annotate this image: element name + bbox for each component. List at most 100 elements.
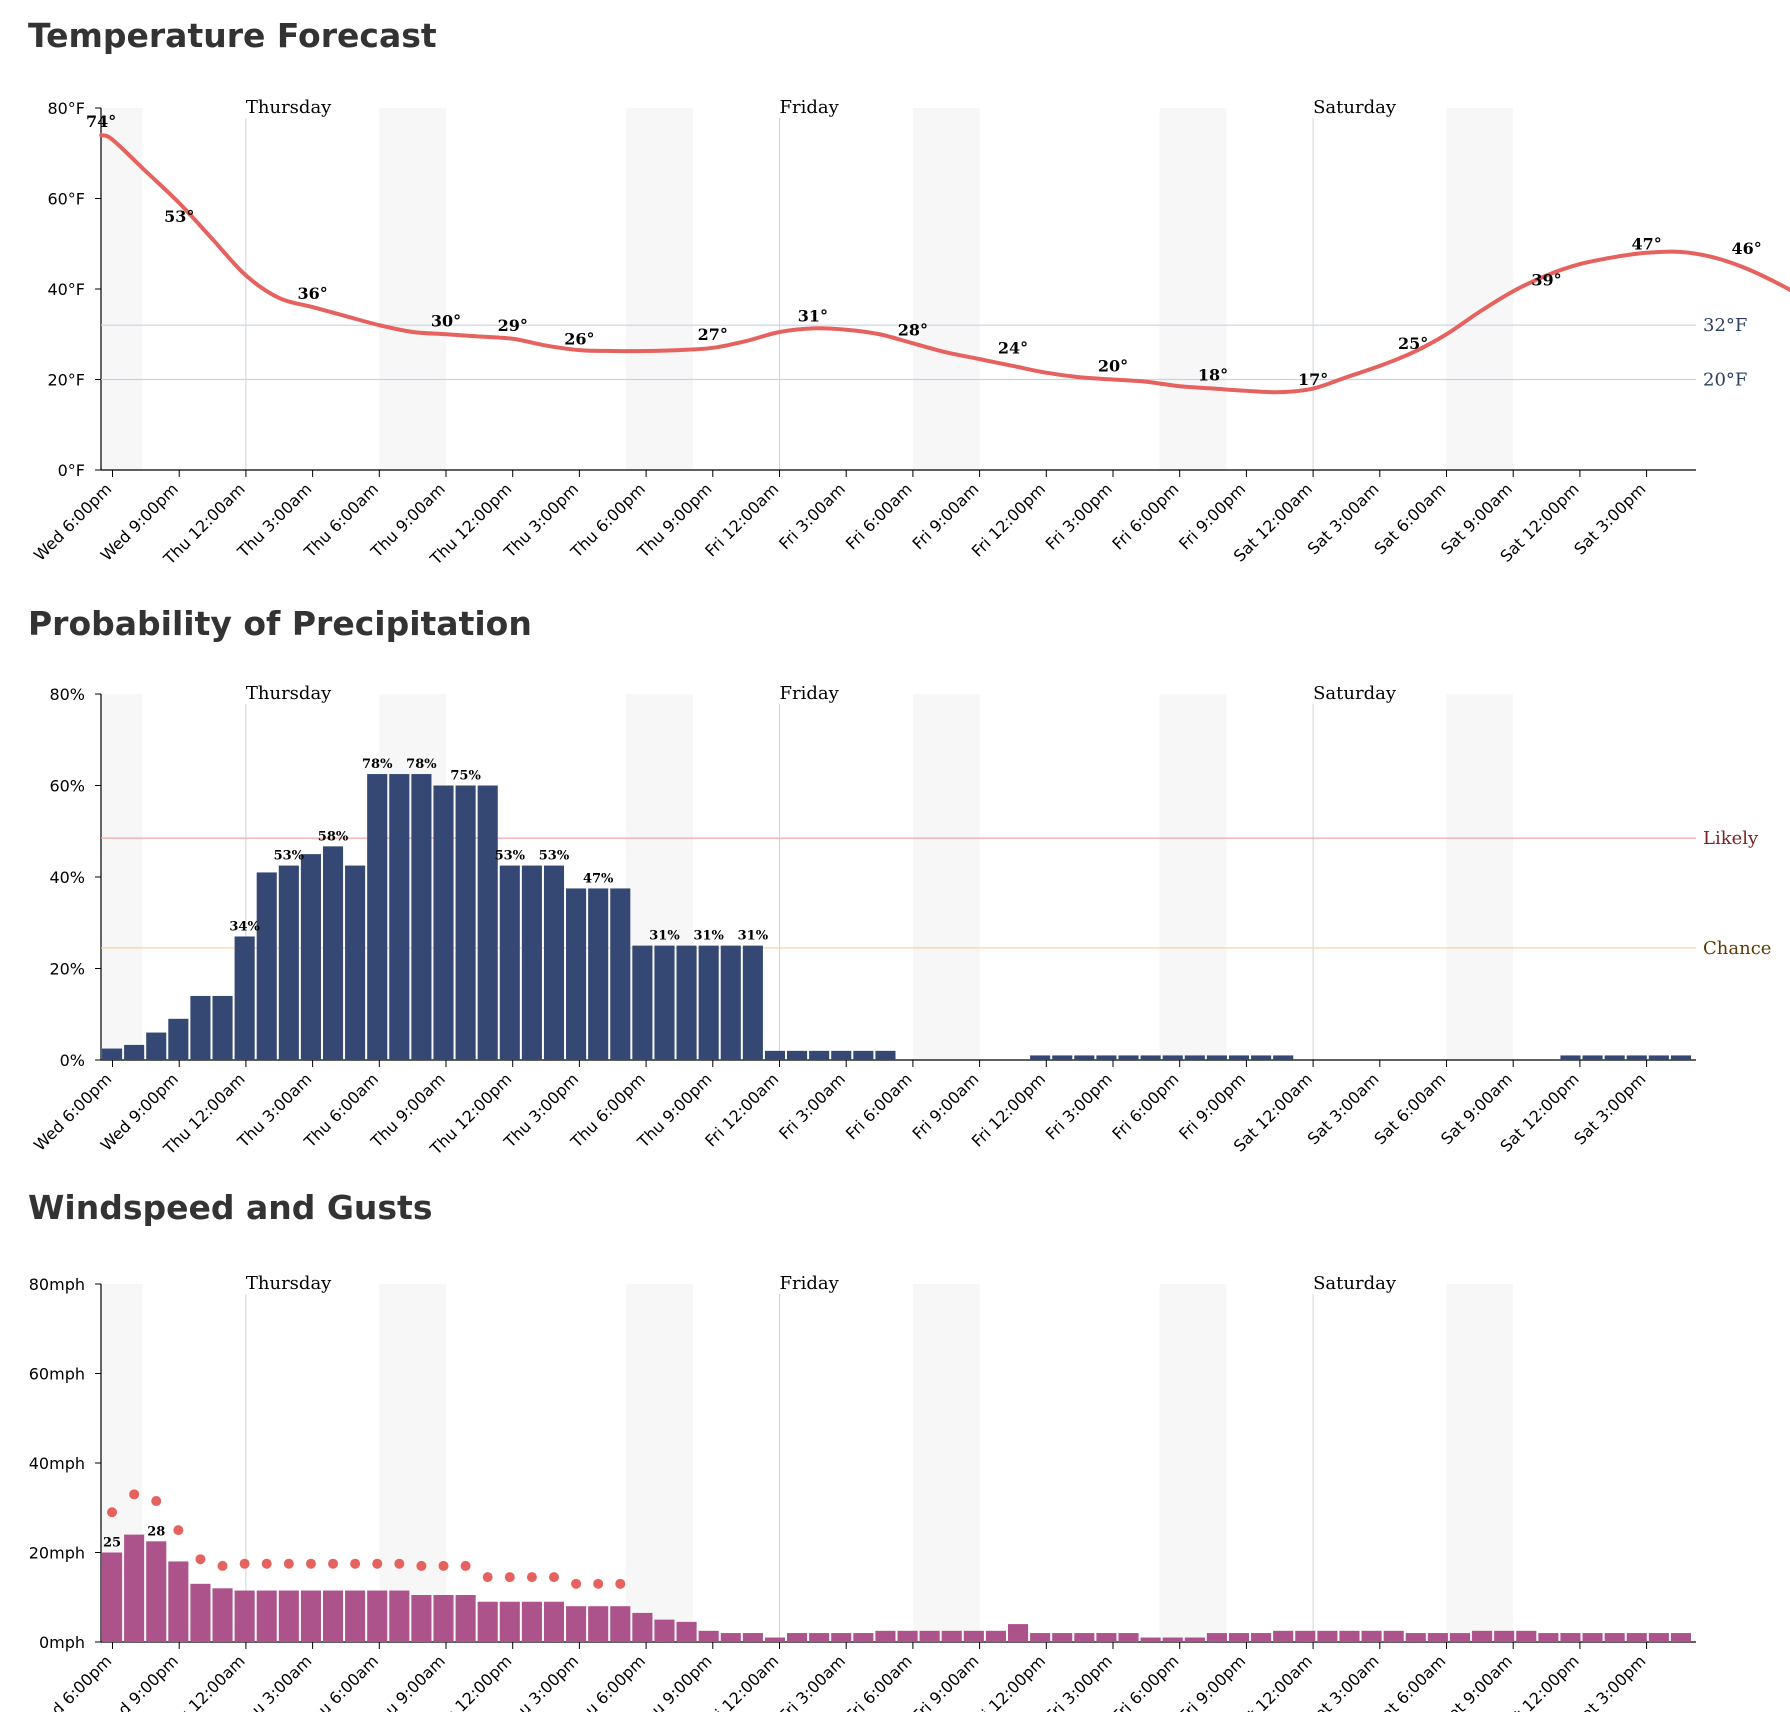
gust-point: [195, 1554, 206, 1565]
bar: [809, 1633, 830, 1642]
gust-point: [482, 1572, 493, 1583]
bar: [875, 1630, 896, 1642]
bar: [102, 1048, 123, 1060]
reference-label: Chance: [1703, 938, 1771, 959]
temperature-label: 46°: [1732, 239, 1762, 258]
night-shade: [626, 108, 693, 470]
bar: [168, 1018, 189, 1060]
gust-point: [107, 1507, 118, 1518]
bar: [1405, 1633, 1426, 1642]
temperature-label: 18°: [1198, 366, 1228, 385]
bar-label: 53%: [495, 849, 526, 864]
bar-label: 78%: [362, 757, 393, 772]
bar-label: 31%: [738, 929, 769, 944]
temperature-label: 30°: [431, 311, 461, 330]
bar: [300, 854, 321, 1060]
y-tick-label: 0mph: [39, 1633, 85, 1652]
bar: [212, 995, 233, 1060]
bar: [698, 945, 719, 1060]
gust-point: [526, 1572, 537, 1583]
bar: [521, 1601, 542, 1642]
x-tick-label: Fri 3:00pm: [1042, 1069, 1116, 1143]
bar: [322, 1590, 344, 1642]
bar: [698, 1630, 719, 1642]
bar: [1273, 1630, 1294, 1642]
x-tick-label: Fri 3:00pm: [1042, 1651, 1116, 1712]
y-tick-label: 80%: [49, 685, 85, 704]
bar: [897, 1630, 918, 1642]
bar: [168, 1561, 189, 1642]
temperature-label: 20°: [1098, 357, 1128, 376]
gust-point: [173, 1525, 184, 1536]
x-tick-label: Fri 6:00pm: [1108, 1651, 1182, 1712]
bar: [345, 1590, 366, 1642]
bar: [1228, 1633, 1250, 1642]
temperature-label: 36°: [297, 284, 327, 303]
day-label: Thursday: [246, 1273, 332, 1294]
bar: [1140, 1055, 1161, 1060]
gust-point: [261, 1558, 272, 1569]
temperature-label: 29°: [498, 316, 528, 335]
x-tick-label: Fri 9:00pm: [1175, 1651, 1249, 1712]
bar: [234, 936, 255, 1060]
bar: [1449, 1633, 1471, 1642]
bar-label: 34%: [229, 919, 260, 934]
bar: [831, 1050, 852, 1060]
bar: [477, 1601, 498, 1642]
night-shade: [1159, 694, 1227, 1060]
precipitation-title: Probability of Precipitation: [28, 604, 532, 643]
x-tick-label: Fri 12:00pm: [968, 1651, 1049, 1712]
gust-point: [239, 1558, 250, 1569]
bar: [367, 1590, 388, 1642]
bar: [1626, 1055, 1647, 1060]
bar: [1206, 1055, 1227, 1060]
x-tick-label: Fri 3:00am: [775, 479, 849, 553]
bar: [632, 1612, 653, 1642]
x-tick-label: Fri 6:00am: [842, 1069, 916, 1143]
x-tick-label: Sat 3:00pm: [1570, 479, 1649, 558]
night-shade: [912, 1284, 980, 1642]
bar: [102, 1552, 123, 1642]
bar: [389, 774, 410, 1060]
x-tick-label: Thu 6:00am: [300, 1651, 382, 1712]
bar: [676, 945, 697, 1060]
gust-point: [615, 1578, 626, 1589]
bar: [1560, 1055, 1581, 1060]
temperature-label: 31°: [798, 307, 828, 326]
x-tick-label: Fri 3:00am: [775, 1651, 849, 1712]
x-tick-label: Sat 9:00am: [1437, 1651, 1516, 1712]
bar: [1074, 1633, 1095, 1642]
bar: [1670, 1633, 1691, 1642]
temperature-label: 28°: [898, 320, 928, 339]
x-tick-label: Fri 9:00am: [909, 1651, 983, 1712]
bar: [1670, 1055, 1691, 1060]
temperature-label: 27°: [698, 325, 728, 344]
bar: [322, 846, 344, 1060]
bar-label: 58%: [318, 829, 349, 844]
bar: [1472, 1630, 1493, 1642]
y-tick-label: 60%: [49, 777, 85, 796]
day-label: Saturday: [1313, 683, 1397, 704]
bar: [1096, 1055, 1117, 1060]
bar: [190, 995, 211, 1060]
bar: [1184, 1055, 1205, 1060]
night-shade: [379, 1284, 446, 1642]
bar: [1140, 1637, 1161, 1642]
day-label: Friday: [780, 97, 840, 118]
bar: [1052, 1633, 1073, 1642]
bar: [720, 945, 741, 1060]
bar: [543, 1601, 565, 1642]
bar: [809, 1050, 830, 1060]
temperature-label: 47°: [1631, 234, 1661, 253]
bar: [234, 1590, 255, 1642]
night-shade: [1446, 1284, 1514, 1642]
bar: [190, 1583, 211, 1642]
x-tick-label: Fri 3:00pm: [1042, 479, 1116, 553]
temperature-label: 25°: [1398, 334, 1428, 353]
bar: [1251, 1055, 1272, 1060]
bar: [278, 1590, 299, 1642]
y-tick-label: 40%: [49, 868, 85, 887]
y-tick-label: 0°F: [58, 461, 85, 480]
bar: [566, 1606, 587, 1642]
x-tick-label: Fri 9:00am: [909, 1069, 983, 1143]
